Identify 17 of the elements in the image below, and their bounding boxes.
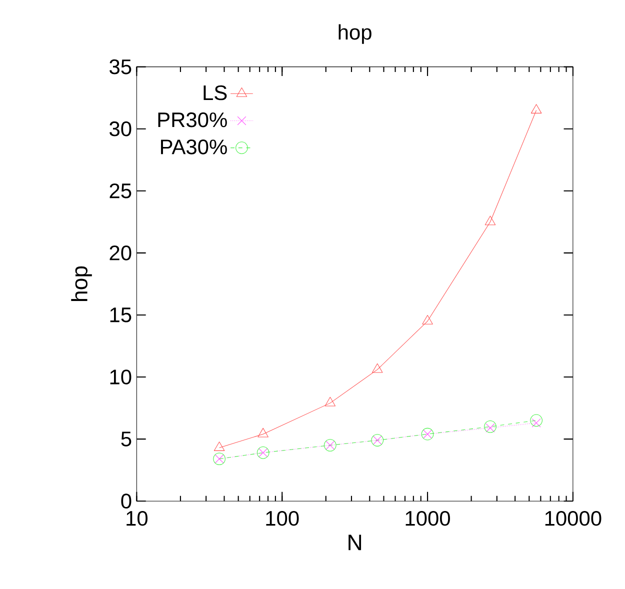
chart-title: hop — [338, 24, 372, 44]
y-tick-label: 25 — [110, 184, 132, 199]
legend-label: LS — [204, 86, 227, 100]
y-tick-label: 0 — [121, 494, 132, 509]
y-tick-label: 15 — [110, 308, 132, 323]
y-tick-label: 30 — [110, 122, 132, 137]
legend-label: PR30% — [158, 112, 227, 128]
x-tick-label: 10000 — [545, 511, 602, 526]
x-axis-title: N — [348, 535, 362, 550]
x-tick-label: 1000 — [406, 511, 450, 526]
y-tick-label: 10 — [110, 370, 132, 385]
legend-label: PA30% — [161, 140, 227, 155]
y-tick-label: 35 — [110, 60, 132, 74]
x-tick-label: 100 — [266, 511, 299, 526]
y-tick-label: 5 — [121, 432, 132, 447]
y-axis-title: hop — [71, 266, 92, 302]
y-tick-label: 20 — [110, 246, 132, 261]
